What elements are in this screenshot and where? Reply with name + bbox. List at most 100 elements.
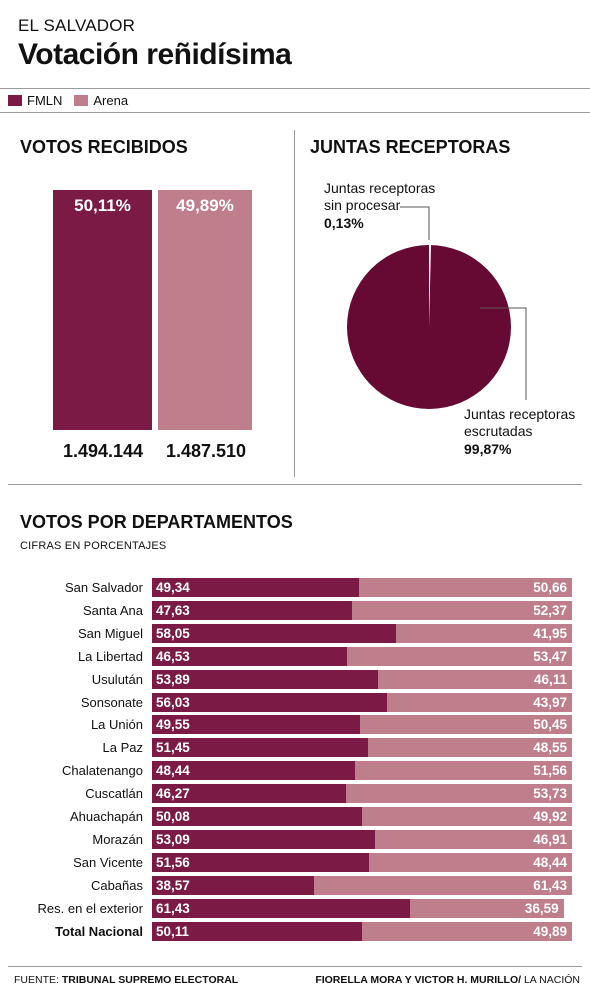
row-label: Morazán — [92, 831, 143, 847]
bar-value-arena: 46,91 — [533, 831, 567, 847]
bar-segment-fmln — [152, 738, 369, 758]
bar-value-arena: 49,92 — [533, 809, 567, 824]
bar-segment-fmln — [152, 623, 396, 643]
legend-label-fmln: FMLN — [27, 93, 63, 108]
bar-value-fmln: 46,53 — [156, 648, 190, 664]
legend-label-arena: Arena — [93, 93, 129, 108]
bar-value-fmln: 47,63 — [156, 602, 190, 618]
bar-segment-fmln — [152, 600, 353, 620]
bar-value-arena: 36,59 — [524, 900, 559, 916]
bar-value-fmln: 49,34 — [156, 580, 190, 595]
row-label: San Salvador — [64, 580, 143, 595]
divider — [0, 88, 590, 89]
credit-publisher: LA NACIÓN — [523, 974, 580, 986]
bar-segment-fmln — [152, 715, 361, 735]
section-divider — [294, 130, 295, 477]
total-fmln: 1.494.144 — [62, 441, 144, 461]
bar-value-arena: 48,44 — [533, 854, 567, 870]
bar-value-arena: 52,37 — [533, 602, 567, 618]
legend: FMLN Arena — [8, 93, 140, 108]
bar-value-arena: 43,97 — [533, 694, 567, 710]
bar-segment-fmln — [152, 646, 348, 666]
votes-title: VOTOS RECIBIDOS — [20, 137, 188, 157]
processed-label: Juntas receptoras escrutadas — [464, 406, 576, 439]
bar-segment-arena — [355, 761, 572, 781]
bar-segment-fmln — [152, 921, 363, 941]
credit-authors: FIORELLA MORA Y VICTOR H. MURILLO/ — [315, 974, 522, 986]
bar-fmln: 50,11% — [53, 190, 152, 430]
row-label: Chalatenango — [62, 763, 143, 779]
bar-value-arena: 50,45 — [533, 717, 567, 733]
leader-line-processed — [480, 307, 527, 400]
bar-segment-arena — [360, 715, 572, 735]
row-label: La Unión — [90, 717, 143, 733]
bar-segment-arena — [410, 898, 564, 918]
bar-segment-fmln — [152, 669, 379, 689]
row-label: Res. en el exterior — [37, 900, 144, 916]
bar-segment-fmln — [152, 578, 360, 597]
bar-arena: 49,89% — [158, 190, 252, 430]
departments-subtitle: CIFRAS EN PORCENTAJES — [20, 540, 167, 552]
bar-segment-arena — [347, 646, 572, 666]
bar-segment-fmln — [152, 761, 356, 781]
leader-line-unprocessed — [400, 206, 430, 240]
bar-value-fmln: 58,05 — [156, 625, 190, 641]
source-prefix: FUENTE: — [14, 974, 59, 986]
divider — [0, 112, 590, 113]
row-label: La Paz — [102, 740, 143, 756]
bar-segment-arena — [313, 875, 572, 895]
bar-segment-arena — [352, 600, 572, 620]
bar-segment-arena — [395, 623, 572, 643]
processed-value: 99,87% — [464, 441, 512, 457]
bar-segment-arena — [378, 669, 572, 689]
bar-segment-arena — [346, 784, 572, 804]
bar-value-arena: 61,43 — [533, 877, 567, 893]
legend-item-fmln: FMLN — [8, 93, 62, 108]
bar-value-fmln: 51,45 — [156, 740, 190, 756]
bar-segment-fmln — [152, 807, 363, 826]
pie-slice-sin-procesar — [429, 245, 432, 327]
bar-segment-fmln — [152, 875, 314, 895]
kicker: EL SALVADOR — [18, 16, 136, 35]
row-label: Santa Ana — [83, 602, 143, 618]
source-name: TRIBUNAL SUPREMO ELECTORAL — [61, 974, 239, 986]
page-title: Votación reñidísima — [18, 38, 292, 71]
bar-segment-arena — [368, 852, 572, 872]
bar-segment-arena — [359, 578, 572, 597]
legend-swatch-arena — [74, 95, 89, 106]
bar-value-arena: 53,47 — [533, 648, 567, 664]
bar-value-fmln: 51,56 — [156, 854, 190, 870]
bar-value-fmln: 53,09 — [156, 831, 190, 847]
bar-value-fmln: 49,55 — [156, 717, 190, 733]
row-label: Total Nacional — [55, 923, 143, 939]
bar-segment-fmln — [152, 852, 369, 872]
bar-value-arena: 41,95 — [533, 625, 567, 641]
legend-item-arena: Arena — [74, 93, 128, 108]
bar-segment-arena — [387, 692, 572, 712]
bar-value-fmln: 38,57 — [156, 877, 190, 893]
legend-swatch-fmln — [8, 95, 22, 106]
bar-value-arena: 49,89 — [533, 923, 567, 939]
bar-segment-arena — [362, 921, 572, 941]
row-label: San Vicente — [73, 854, 143, 870]
bar-value-fmln: 53,89 — [156, 671, 190, 687]
bar-value-fmln: 50,08 — [156, 809, 190, 824]
bar-value-arena: 50,66 — [533, 580, 567, 595]
total-arena: 1.487.510 — [165, 441, 247, 461]
row-label: San Miguel — [77, 625, 143, 641]
divider — [8, 966, 582, 967]
row-label: La Libertad — [77, 648, 143, 664]
bar-segment-fmln — [152, 898, 410, 918]
row-label: Sonsonate — [80, 694, 143, 710]
bar-value-fmln: 61,43 — [156, 900, 190, 916]
row-label: Ahuachapán — [69, 809, 143, 824]
bar-segment-arena — [362, 807, 572, 826]
bar-segment-fmln — [152, 829, 375, 849]
row-label: Usulután — [91, 671, 143, 687]
bar-value-fmln: 50,11 — [156, 923, 190, 939]
bar-value-fmln: 56,03 — [156, 694, 190, 710]
bar-value-fmln: 46,27 — [156, 786, 190, 802]
bar-value-arena: 51,56 — [533, 763, 567, 779]
bar-value-arena: 53,73 — [533, 786, 567, 802]
divider — [8, 484, 582, 485]
